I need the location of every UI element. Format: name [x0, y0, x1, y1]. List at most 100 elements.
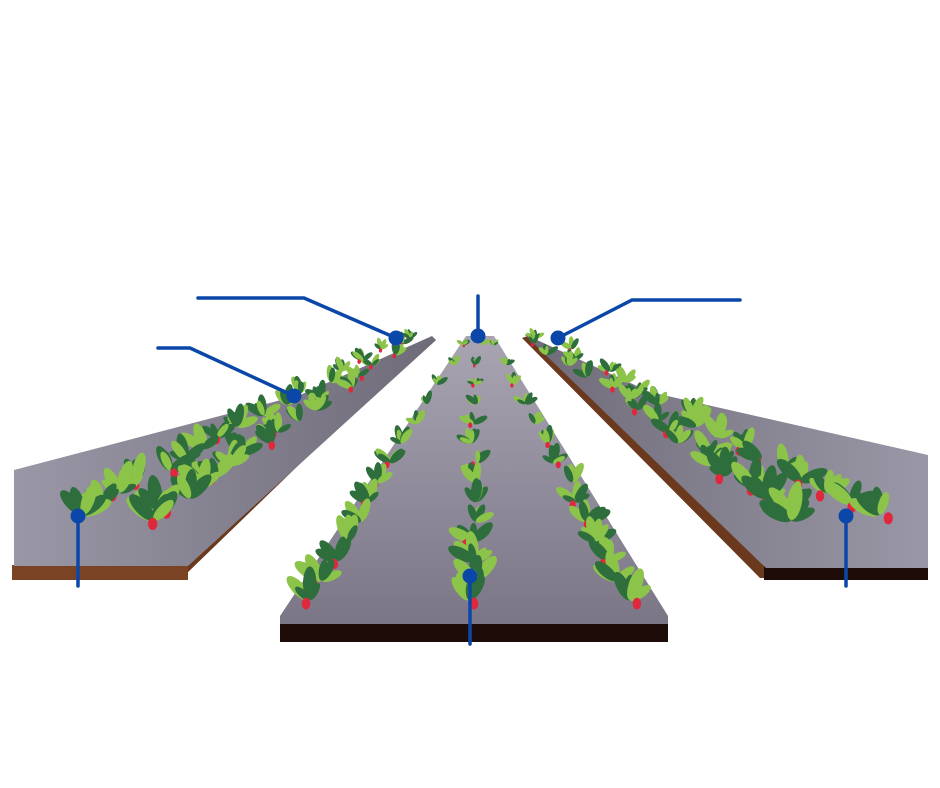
leaf — [377, 453, 391, 464]
center-plant — [538, 424, 555, 449]
leaf — [80, 484, 97, 515]
leaf — [535, 416, 545, 424]
leaf — [683, 397, 694, 416]
center-plant — [460, 462, 482, 483]
left-plant — [170, 469, 212, 499]
leaf — [772, 495, 791, 510]
leaf — [474, 380, 483, 385]
left-plant — [350, 347, 373, 364]
left-bed-plants — [59, 328, 418, 531]
leaf — [655, 392, 660, 405]
center-plant — [465, 394, 481, 405]
leaf — [302, 566, 317, 600]
callout-dots — [70, 328, 854, 584]
leaf — [335, 356, 344, 372]
leaf — [609, 363, 622, 372]
leaf — [215, 453, 233, 477]
strawberry — [883, 512, 893, 525]
leaf — [877, 491, 890, 515]
center-plant — [431, 374, 448, 385]
right-plant — [599, 373, 626, 393]
center-plant — [286, 566, 321, 610]
leaf — [371, 358, 380, 366]
leaf — [528, 336, 535, 344]
leaf — [490, 339, 495, 346]
leaf — [354, 481, 370, 503]
leaf — [553, 456, 566, 464]
strawberry — [301, 597, 311, 610]
leaf — [707, 450, 726, 477]
center-bed — [280, 336, 668, 642]
leaf — [362, 352, 373, 361]
leaf — [437, 376, 448, 385]
right-plant — [704, 412, 734, 439]
strawberry — [170, 468, 178, 479]
leaf — [237, 416, 258, 428]
strawberry — [530, 342, 534, 347]
leaf — [475, 450, 481, 463]
strawberry — [359, 375, 364, 382]
leaf — [572, 368, 588, 378]
strawberry — [348, 386, 354, 393]
left-plant — [326, 364, 345, 384]
leaf — [849, 480, 862, 504]
strawberry — [545, 441, 550, 449]
strawberry — [468, 422, 473, 429]
left-bed-front-edge — [12, 565, 188, 580]
leaf — [506, 373, 514, 385]
leaf — [741, 475, 767, 499]
leaf — [691, 405, 700, 427]
leaf — [321, 570, 342, 582]
leaf — [544, 345, 549, 355]
left-bed — [12, 328, 436, 580]
leaf — [347, 525, 358, 542]
right-plant — [561, 350, 578, 366]
leaf — [695, 407, 712, 427]
leaf — [627, 400, 639, 411]
leaf — [464, 487, 477, 503]
leaf — [462, 340, 469, 346]
leaf — [297, 380, 303, 394]
leaf — [465, 394, 478, 405]
leaf — [560, 342, 572, 350]
center-plant — [528, 411, 545, 424]
leaf — [448, 545, 475, 563]
center-plant — [336, 514, 359, 549]
leaf — [176, 475, 192, 499]
leaf — [209, 457, 219, 476]
leaf — [482, 339, 489, 346]
strawberry — [715, 473, 724, 485]
leaf — [690, 451, 713, 467]
leaf — [669, 419, 679, 433]
leaf — [538, 347, 547, 355]
center-plant — [499, 357, 515, 366]
center-plant — [613, 568, 651, 610]
leaf — [216, 423, 229, 438]
left-plant — [361, 353, 381, 370]
strawberry — [392, 353, 396, 359]
strawberry — [632, 597, 642, 610]
leaf — [477, 449, 491, 464]
leaf — [171, 440, 187, 460]
leaf — [759, 499, 792, 522]
left-plant — [126, 491, 178, 531]
leaf — [318, 559, 328, 581]
leaf — [278, 423, 292, 433]
leaf — [588, 539, 610, 562]
leaf — [676, 416, 697, 428]
strawberry — [510, 383, 514, 388]
leaf — [786, 484, 803, 521]
leaf — [352, 351, 364, 361]
strawberry — [268, 441, 276, 450]
leaf — [505, 359, 513, 365]
center-plant — [470, 356, 481, 368]
leaf — [612, 374, 626, 389]
leaf — [454, 355, 460, 365]
leaf — [776, 458, 802, 483]
right-bed-soil-side — [522, 336, 928, 578]
leaf — [400, 430, 409, 444]
center-plant — [390, 425, 413, 444]
callout-leaders — [76, 294, 848, 646]
leaf — [328, 367, 336, 383]
leaf — [529, 328, 537, 339]
